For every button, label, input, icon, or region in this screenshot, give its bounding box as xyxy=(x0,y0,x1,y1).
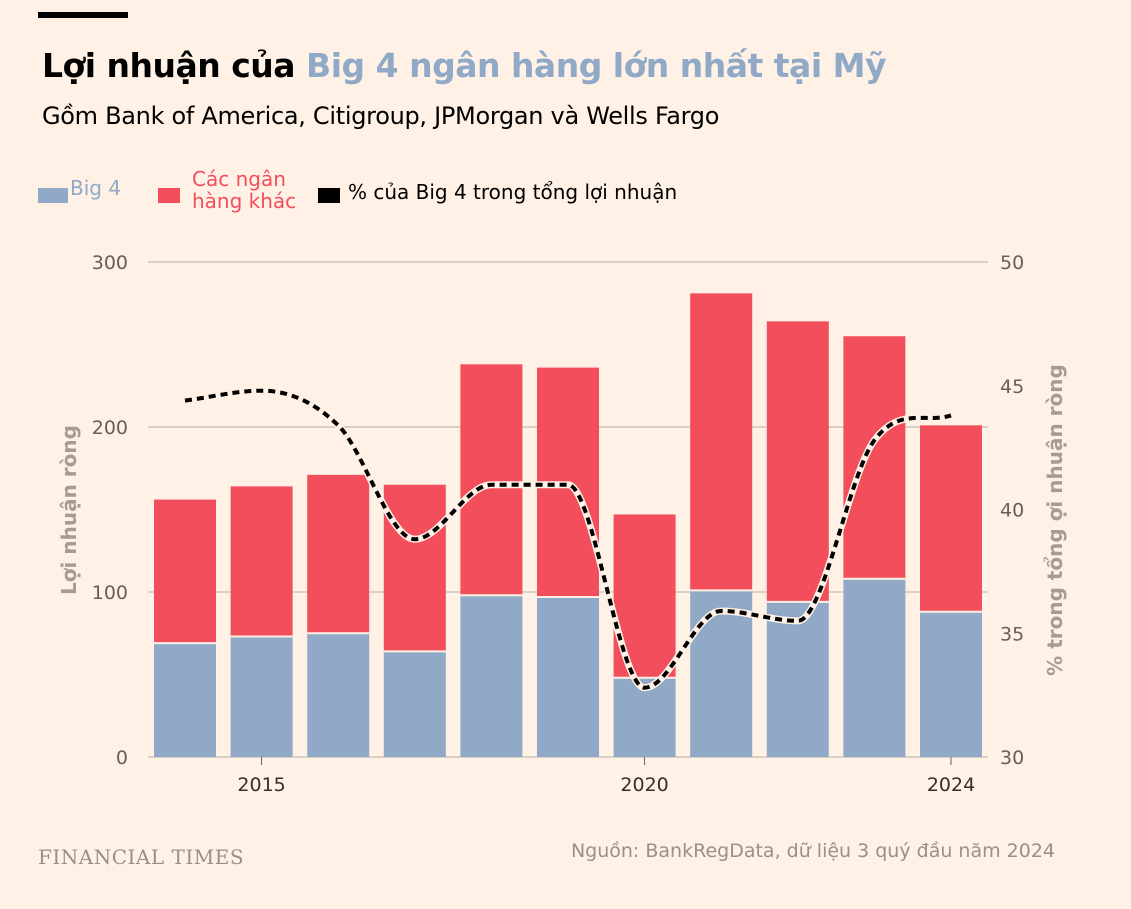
legend-swatch-share xyxy=(318,188,340,203)
legend-swatch-big4 xyxy=(38,188,68,203)
legend-label-other-banks-2: hàng khác xyxy=(192,189,297,213)
source-note: Nguồn: BankRegData, dữ liệu 3 quý đầu nă… xyxy=(570,840,1055,862)
y2-tick-label: 45 xyxy=(1000,376,1024,398)
legend-label-other-banks-1: Các ngân xyxy=(192,167,286,191)
bar-big4 xyxy=(920,611,982,757)
legend-label-share: % của Big 4 trong tổng lợi nhuận xyxy=(348,180,678,204)
bar-big4 xyxy=(537,596,599,757)
bar-big4 xyxy=(230,636,293,757)
y-tick-label: 300 xyxy=(92,252,128,274)
bar-other-banks xyxy=(460,364,523,596)
bar-big4 xyxy=(843,578,906,757)
legend-item-share-line: % của Big 4 trong tổng lợi nhuận xyxy=(318,168,677,204)
y-tick-label: 200 xyxy=(92,417,128,439)
y2-axis-label: % trong tổng ợi nhuận ròng xyxy=(1043,364,1067,676)
x-tick-label: 2020 xyxy=(620,774,668,796)
bar-big4 xyxy=(154,643,216,757)
ft-logo: FINANCIAL TIMES xyxy=(38,845,245,869)
bar-big4 xyxy=(383,651,446,757)
x-tick-label: 2015 xyxy=(237,774,285,796)
bar-other-banks xyxy=(766,321,829,602)
ft-top-bar xyxy=(38,12,128,18)
legend-swatch-other-banks xyxy=(158,188,180,203)
bar-big4 xyxy=(307,633,370,757)
title-prefix: Lợi nhuận của xyxy=(42,46,307,85)
legend-item-big4: Big 4 xyxy=(38,168,121,203)
y-tick-label: 100 xyxy=(92,582,128,604)
y-tick-label: 0 xyxy=(116,747,128,769)
bar-other-banks xyxy=(920,425,982,612)
bar-other-banks xyxy=(843,336,906,579)
y2-tick-label: 50 xyxy=(1000,252,1024,274)
bar-other-banks xyxy=(307,474,370,634)
bar-big4 xyxy=(766,601,829,757)
bar-other-banks xyxy=(230,486,293,637)
bar-other-banks xyxy=(383,484,446,652)
legend-item-other-banks: Các ngân hàng khác xyxy=(158,168,296,212)
bar-big4 xyxy=(460,595,523,757)
y-axis-label: Lợi nhuận ròng xyxy=(57,425,81,595)
share-line xyxy=(184,388,952,690)
chart-subtitle: Gồm Bank of America, Citigroup, JPMorgan… xyxy=(42,102,720,130)
x-tick-label: 2024 xyxy=(927,774,975,796)
bar-other-banks xyxy=(154,499,216,644)
bar-big4 xyxy=(690,590,753,757)
bar-other-banks xyxy=(690,293,753,591)
title-highlight: Big 4 ngân hàng lớn nhất tại Mỹ xyxy=(306,46,886,85)
chart-title: Lợi nhuận của Big 4 ngân hàng lớn nhất t… xyxy=(42,46,886,85)
y2-tick-label: 40 xyxy=(1000,500,1024,522)
y2-tick-label: 35 xyxy=(1000,623,1024,645)
legend-label-big4: Big 4 xyxy=(70,176,122,200)
y2-tick-label: 30 xyxy=(1000,747,1024,769)
